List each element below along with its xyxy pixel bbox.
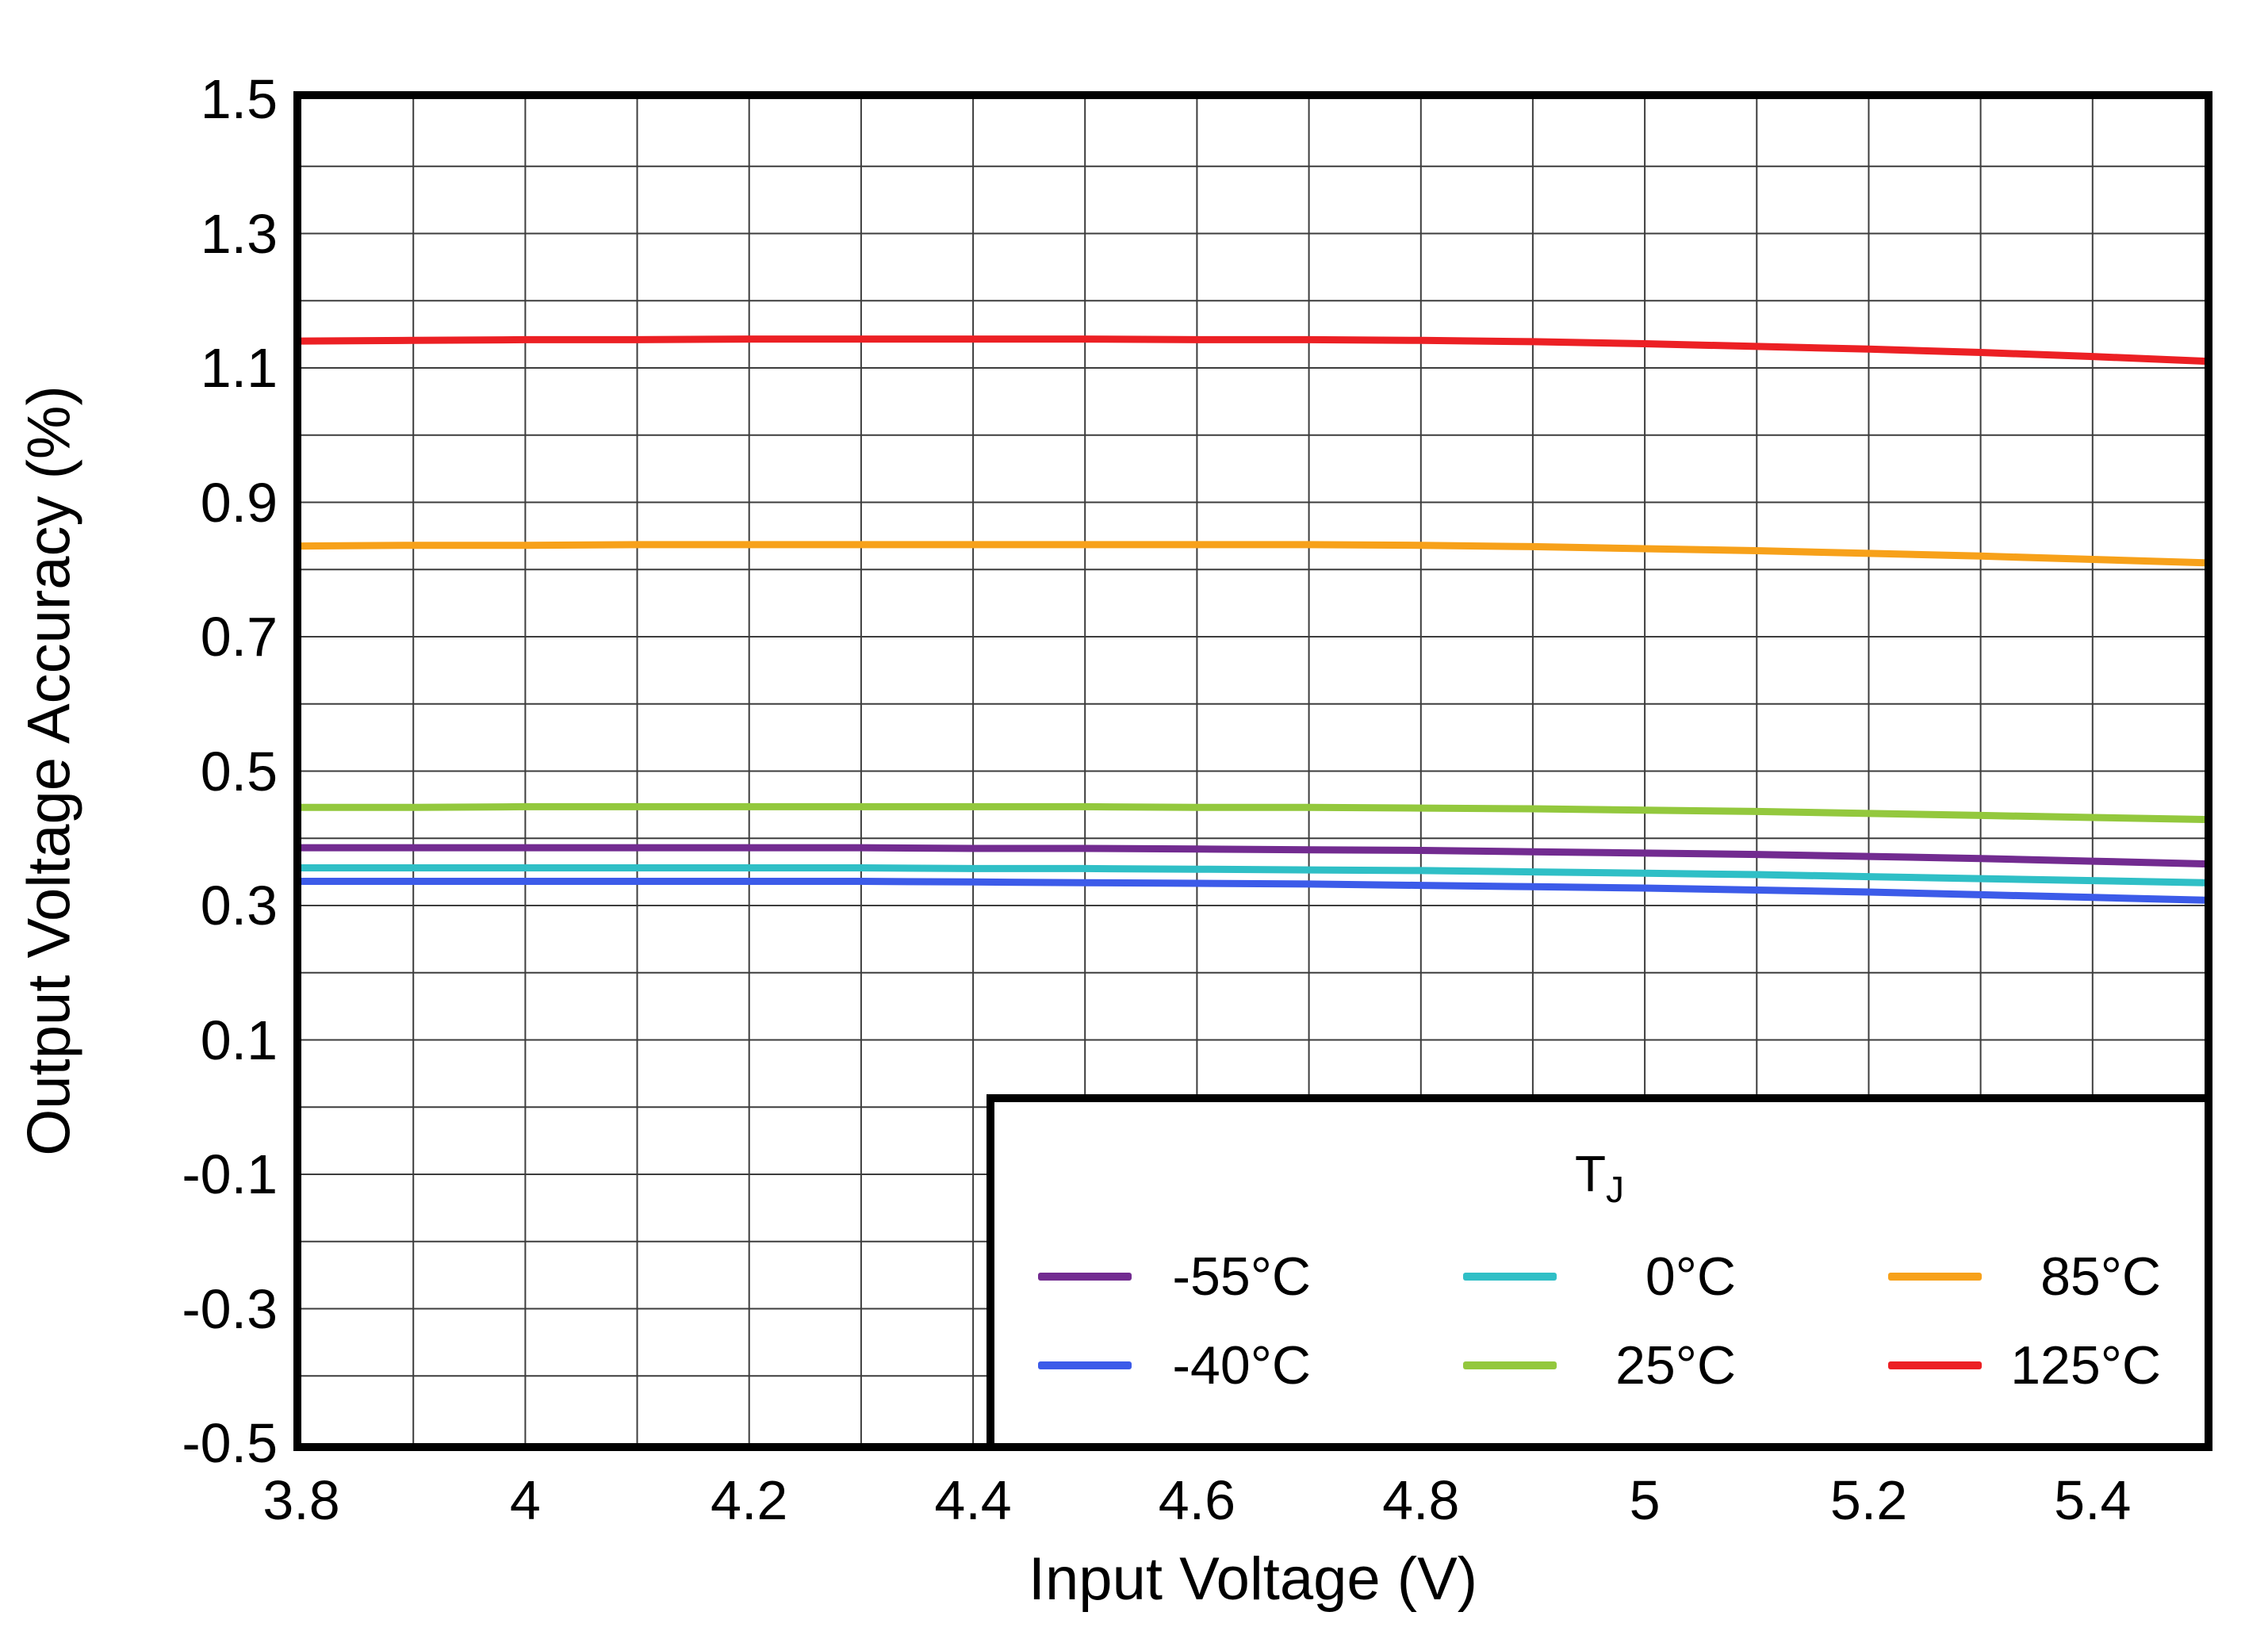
legend-entry: 125°C <box>1888 1334 2161 1396</box>
y-tick-label: -0.1 <box>182 1143 278 1205</box>
x-tick-label: 4.6 <box>1158 1469 1236 1531</box>
legend-entry: 25°C <box>1463 1334 1736 1396</box>
x-tick-label: 4.2 <box>711 1469 788 1531</box>
y-tick-label: 0.1 <box>200 1009 278 1071</box>
legend-entry: -40°C <box>1038 1334 1311 1396</box>
x-tick-label: 5.2 <box>1829 1469 1908 1531</box>
legend-line-swatch <box>1038 1361 1132 1370</box>
plot-area: TJ -55°C -40°C 0°C 25°C 85°C 125°C <box>293 91 2212 1451</box>
legend-entry-label: 85°C <box>2040 1246 2161 1308</box>
legend-entry-label: 0°C <box>1645 1246 1736 1308</box>
x-axis-title: Input Voltage (V) <box>1028 1545 1478 1613</box>
y-tick-label: 0.9 <box>200 471 278 534</box>
y-tick-label: 0.3 <box>200 875 278 936</box>
x-tick-label: 4 <box>509 1469 541 1531</box>
legend-line-swatch <box>1463 1361 1557 1370</box>
y-tick-label: 0.5 <box>200 740 278 802</box>
y-tick-label: 0.7 <box>200 606 278 668</box>
y-tick-label: -0.5 <box>182 1412 278 1474</box>
y-tick-label: 1.3 <box>200 202 278 265</box>
y-tick-label: -0.3 <box>182 1277 278 1340</box>
x-tick-label: 3.8 <box>262 1469 340 1531</box>
legend-title-main: T <box>1574 1144 1607 1202</box>
legend-title: TJ <box>1038 1144 2161 1211</box>
x-tick-label: 5 <box>1629 1469 1661 1531</box>
legend-line-swatch <box>1888 1361 1982 1370</box>
legend-entry: 85°C <box>1888 1246 2161 1308</box>
legend-line-swatch <box>1038 1273 1132 1281</box>
legend-entry-label: 25°C <box>1615 1335 1736 1396</box>
y-tick-label: 1.5 <box>200 68 278 130</box>
x-tick-label: 4.8 <box>1382 1469 1460 1531</box>
x-tick-label: 4.4 <box>934 1469 1012 1531</box>
legend: TJ -55°C -40°C 0°C 25°C 85°C 125°C <box>987 1094 2212 1451</box>
legend-entry: -55°C <box>1038 1246 1311 1308</box>
legend-entry-label: -40°C <box>1172 1335 1311 1396</box>
legend-entry-label: 125°C <box>2010 1335 2161 1396</box>
legend-entry: 0°C <box>1463 1246 1736 1308</box>
legend-title-subscript: J <box>1606 1168 1625 1210</box>
x-tick-label: 5.4 <box>2054 1469 2132 1531</box>
y-tick-label: 1.1 <box>200 337 278 399</box>
legend-line-swatch <box>1888 1273 1982 1281</box>
legend-entries: -55°C -40°C 0°C 25°C 85°C 125°C <box>1038 1246 2161 1396</box>
legend-entry-label: -55°C <box>1172 1246 1311 1308</box>
legend-line-swatch <box>1463 1273 1557 1281</box>
